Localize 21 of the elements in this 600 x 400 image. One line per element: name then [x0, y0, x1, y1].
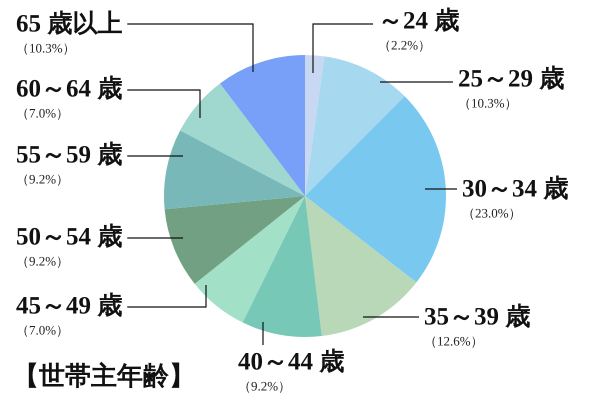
data-label: （10.3%） [16, 40, 76, 56]
slice-label: 55～59 歳 [16, 140, 122, 168]
data-label: （9.2%） [16, 172, 70, 186]
data-label: （7.0%） [16, 322, 70, 338]
data-label: （2.2%） [378, 38, 432, 52]
data-label: （10.3%） [458, 96, 518, 110]
data-label: （9.2%） [16, 254, 70, 268]
data-label: （12.6%） [424, 334, 484, 348]
slice-label: 35～39 歳 [424, 302, 530, 330]
slice-label: 45～49 歳 [16, 292, 122, 320]
text: 【世帯主年齢】 [13, 362, 195, 390]
data-label: （7.0%） [16, 106, 70, 120]
slice-label: 25～29 歳 [458, 64, 564, 92]
slice-label: 65 歳以上 [16, 10, 122, 38]
data-label: （9.2%） [238, 378, 292, 394]
slice-label: ～24 歳 [378, 6, 460, 34]
slice-label: 60～64 歳 [16, 74, 122, 102]
data-label: （23.0%） [462, 206, 522, 220]
slice-label: 40～44 歳 [238, 348, 344, 376]
slice-label: 30～34 歳 [462, 174, 568, 202]
slice-label: 50～54 歳 [16, 222, 122, 250]
